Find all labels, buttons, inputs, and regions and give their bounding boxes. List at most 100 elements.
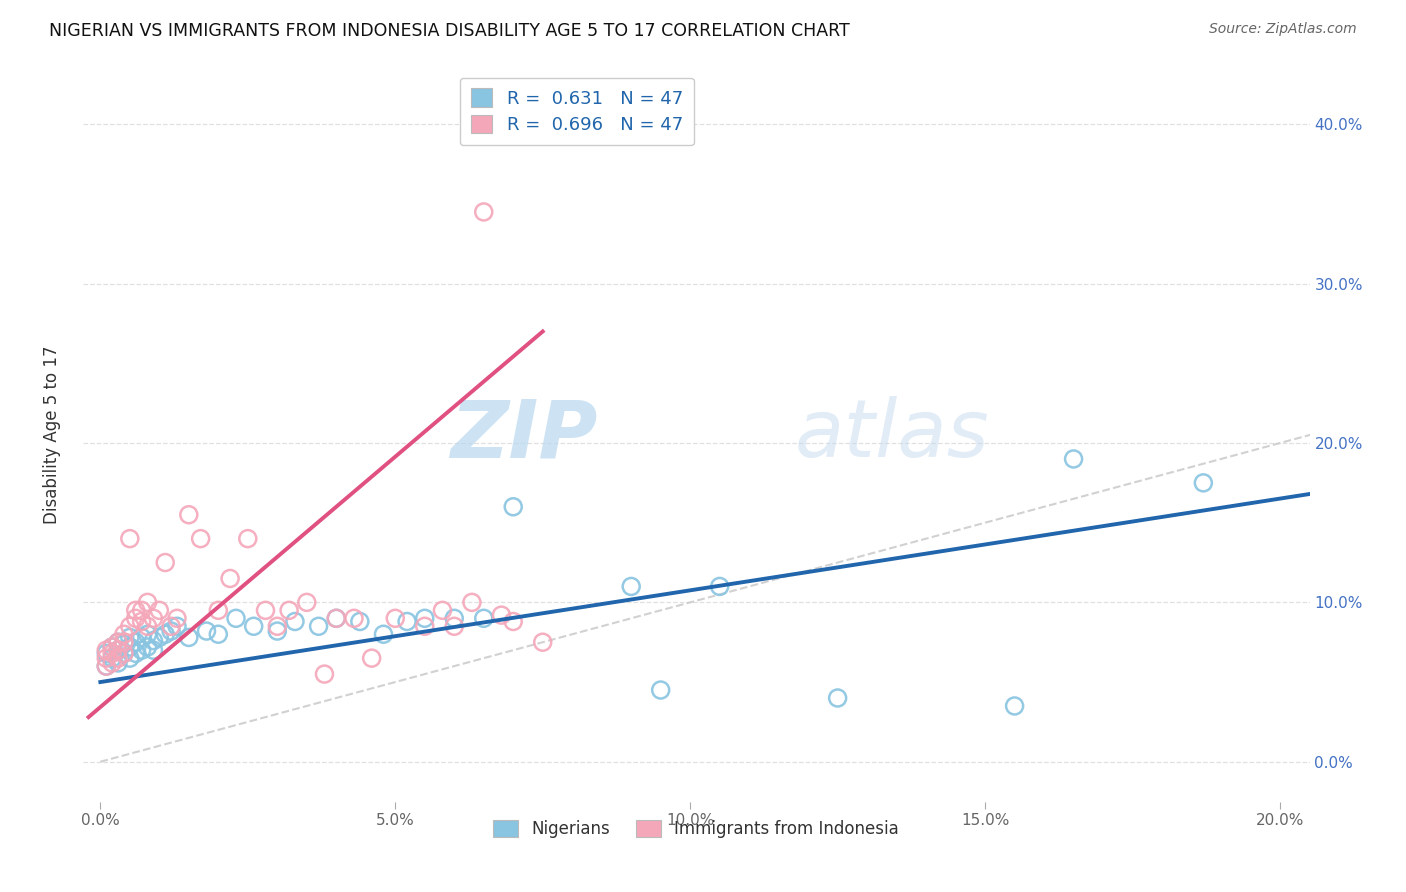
Point xyxy=(325,611,347,625)
Point xyxy=(1063,452,1085,467)
Point xyxy=(112,646,135,660)
Point xyxy=(284,615,307,629)
Point xyxy=(96,646,118,660)
Point xyxy=(112,637,135,651)
Point xyxy=(112,627,135,641)
Point xyxy=(177,508,200,522)
Point xyxy=(136,627,159,641)
Text: atlas: atlas xyxy=(794,396,988,474)
Text: NIGERIAN VS IMMIGRANTS FROM INDONESIA DISABILITY AGE 5 TO 17 CORRELATION CHART: NIGERIAN VS IMMIGRANTS FROM INDONESIA DI… xyxy=(49,22,851,40)
Point xyxy=(112,635,135,649)
Point xyxy=(125,603,148,617)
Point xyxy=(278,603,301,617)
Point xyxy=(118,640,141,654)
Point xyxy=(101,651,124,665)
Point xyxy=(136,619,159,633)
Point xyxy=(242,619,264,633)
Point xyxy=(96,643,118,657)
Point xyxy=(118,619,141,633)
Point xyxy=(491,608,513,623)
Point xyxy=(709,579,731,593)
Point xyxy=(101,656,124,670)
Point xyxy=(142,643,165,657)
Point xyxy=(118,532,141,546)
Point xyxy=(236,532,259,546)
Point xyxy=(266,624,288,638)
Point xyxy=(148,603,170,617)
Point xyxy=(195,624,218,638)
Point xyxy=(160,624,183,638)
Legend: Nigerians, Immigrants from Indonesia: Nigerians, Immigrants from Indonesia xyxy=(486,813,905,845)
Point xyxy=(207,603,229,617)
Text: Source: ZipAtlas.com: Source: ZipAtlas.com xyxy=(1209,22,1357,37)
Point xyxy=(155,627,177,641)
Point xyxy=(295,595,318,609)
Point xyxy=(373,627,395,641)
Point xyxy=(177,631,200,645)
Point xyxy=(413,611,436,625)
Point xyxy=(107,651,129,665)
Point xyxy=(96,659,118,673)
Point xyxy=(142,611,165,625)
Point xyxy=(343,611,366,625)
Point xyxy=(107,635,129,649)
Point xyxy=(107,635,129,649)
Point xyxy=(360,651,382,665)
Point xyxy=(314,667,336,681)
Point xyxy=(125,635,148,649)
Point xyxy=(1192,475,1215,490)
Point xyxy=(384,611,406,625)
Point xyxy=(101,640,124,654)
Point xyxy=(502,500,524,514)
Point xyxy=(125,646,148,660)
Point xyxy=(107,643,129,657)
Point xyxy=(148,631,170,645)
Point xyxy=(266,619,288,633)
Point xyxy=(225,611,247,625)
Point xyxy=(254,603,277,617)
Point xyxy=(1004,698,1026,713)
Point xyxy=(531,635,554,649)
Point xyxy=(125,611,148,625)
Point xyxy=(349,615,371,629)
Point xyxy=(443,611,465,625)
Point xyxy=(325,611,347,625)
Point xyxy=(136,595,159,609)
Point xyxy=(131,631,153,645)
Point xyxy=(107,656,129,670)
Point xyxy=(131,615,153,629)
Point xyxy=(461,595,484,609)
Point xyxy=(96,651,118,665)
Point xyxy=(207,627,229,641)
Point xyxy=(396,615,419,629)
Point xyxy=(472,205,495,219)
Point xyxy=(142,633,165,648)
Point xyxy=(101,640,124,654)
Point xyxy=(432,603,454,617)
Point xyxy=(190,532,212,546)
Point xyxy=(118,631,141,645)
Point xyxy=(308,619,330,633)
Point xyxy=(166,619,188,633)
Point xyxy=(136,640,159,654)
Point xyxy=(166,611,188,625)
Point xyxy=(502,615,524,629)
Point xyxy=(472,611,495,625)
Point xyxy=(96,659,118,673)
Point xyxy=(131,603,153,617)
Point xyxy=(650,683,672,698)
Point xyxy=(118,651,141,665)
Point xyxy=(107,643,129,657)
Text: ZIP: ZIP xyxy=(450,396,598,474)
Point xyxy=(443,619,465,633)
Point xyxy=(155,556,177,570)
Point xyxy=(112,646,135,660)
Point xyxy=(131,643,153,657)
Point xyxy=(620,579,643,593)
Point xyxy=(413,619,436,633)
Point xyxy=(827,691,849,706)
Point xyxy=(160,619,183,633)
Point xyxy=(219,572,242,586)
Point xyxy=(101,646,124,660)
Y-axis label: Disability Age 5 to 17: Disability Age 5 to 17 xyxy=(44,346,60,524)
